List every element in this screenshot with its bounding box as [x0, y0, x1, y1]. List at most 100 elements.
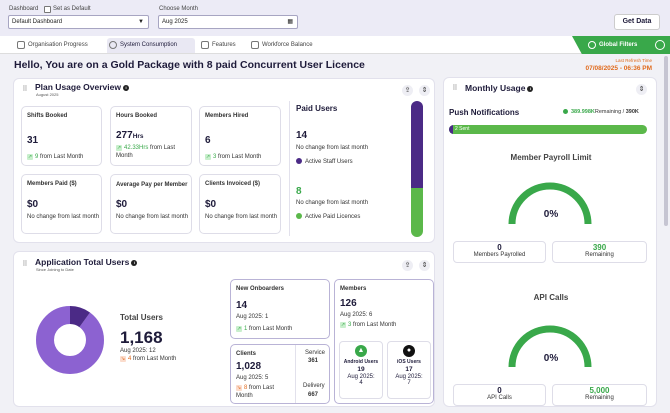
total-users-label: Total Users	[120, 313, 163, 322]
plan-usage-title: Plan Usage Overview i	[35, 82, 129, 92]
card-title: Clients Invoiced ($)	[205, 181, 261, 187]
card-title: Clients	[236, 351, 257, 357]
scrollbar[interactable]	[664, 56, 668, 226]
share-icon[interactable]: ⇪	[402, 260, 413, 271]
trend-down-icon: ↘	[120, 356, 126, 362]
collapse-icon[interactable]: ⇕	[419, 260, 430, 271]
bar-segment-licences	[411, 188, 423, 237]
app-users-panel: ⠿ Application Total Users i Since Joining…	[13, 251, 435, 407]
get-data-button[interactable]: Get Data	[614, 14, 660, 30]
api-right-label: Remaining	[585, 395, 614, 401]
bar-segment-staff	[411, 101, 423, 188]
dashboard-select[interactable]: Default Dashboard ▼	[8, 15, 149, 29]
stat-card-members-paid: Members Paid ($) $0 No change from last …	[21, 174, 102, 234]
card-title: Shifts Booked	[27, 113, 68, 119]
gauge-icon	[109, 41, 117, 49]
collapse-icon[interactable]: ⇕	[419, 85, 430, 96]
filter-bar: Dashboard Set as Default Default Dashboa…	[0, 0, 670, 36]
stat-card-shifts: Shifts Booked 31 ↗ 9 from Last Month	[21, 106, 102, 166]
ios-month-label: Aug 2025:	[395, 374, 423, 380]
drag-handle-icon[interactable]: ⠿	[452, 85, 458, 92]
gauge-arc	[508, 182, 592, 225]
card-change: ↗ 1 from Last Month	[236, 326, 293, 332]
global-filters-button[interactable]: Global Filters	[572, 36, 670, 54]
card-value: 277Hrs	[116, 130, 144, 141]
total-users-month: Aug 2025: 12	[120, 348, 156, 354]
drag-handle-icon[interactable]: ⠿	[22, 86, 28, 93]
month-picker[interactable]: Aug 2025 ▦	[158, 15, 298, 29]
card-change: ↗ 3 from Last Month	[205, 154, 262, 160]
payroll-gauge	[508, 182, 592, 225]
stat-card-hours: Hours Booked 277Hrs ↗ 42.33Hrs from Last …	[110, 106, 192, 166]
refresh-time: 07/08/2025 - 06:36 PM	[585, 65, 653, 72]
api-percent: 0%	[543, 353, 559, 364]
drag-handle-icon[interactable]: ⠿	[22, 261, 28, 268]
stat-card-clients-invoiced: Clients Invoiced ($) $0 No change from l…	[199, 174, 281, 234]
trend-up-icon: ↗	[27, 154, 33, 160]
push-progress-fill	[449, 125, 453, 134]
card-title: Members Hired	[205, 113, 249, 119]
clients-card: Clients 1,028 Aug 2025: 5 ↘ 8 from Last M…	[230, 344, 330, 404]
delivery-label: Delivery	[303, 383, 325, 389]
card-change: No change from last month	[205, 214, 278, 220]
donut-slice-other	[36, 306, 104, 374]
tab-features[interactable]: Features	[199, 38, 247, 53]
card-value: 1,028	[236, 361, 262, 372]
push-remaining: 389.998KRemaining / 390K	[563, 109, 639, 115]
share-icon[interactable]: ⇪	[402, 85, 413, 96]
android-icon: ▲	[355, 345, 367, 357]
calendar-icon[interactable]: ▦	[287, 19, 293, 25]
card-value: $0	[205, 199, 217, 210]
trend-up-icon: ↗	[236, 326, 242, 332]
paid-users-title: Paid Users	[296, 104, 338, 113]
trend-down-icon: ↘	[236, 385, 242, 391]
payroll-percent: 0%	[543, 209, 559, 220]
tab-system-consumption[interactable]: System Consumption	[107, 38, 195, 53]
delivery-value: 667	[308, 392, 319, 398]
api-calls-box: 0 API Calls	[453, 384, 546, 406]
api-remaining-box: 5,000 Remaining	[552, 384, 647, 406]
tab-label: Workforce Balance	[262, 42, 313, 48]
card-value: $0	[27, 199, 39, 210]
new-onboarders-card: New Onboarders 14 Aug 2025: 1 ↗ 1 from La…	[230, 279, 330, 339]
gauge-arc	[508, 325, 592, 368]
paid-users-bar	[411, 101, 423, 237]
divider	[295, 345, 296, 403]
card-title: New Onboarders	[236, 286, 285, 292]
legend-active-licences: Active Paid Licences	[296, 213, 360, 220]
android-month-label: Aug 2025:	[347, 374, 375, 380]
payroll-right-value: 390	[592, 243, 607, 252]
card-month: Aug 2025: 6	[340, 312, 373, 318]
push-title: Push Notifications	[449, 108, 520, 117]
members-payrolled-box: 0 Members Payrolled	[453, 241, 546, 263]
card-value: 14	[236, 300, 248, 311]
apple-icon: ●	[403, 345, 415, 357]
legend-dot	[296, 158, 302, 164]
ios-label: iOS Users	[397, 359, 421, 365]
global-filters-label: Global Filters	[599, 42, 638, 48]
card-title: Members Paid ($)	[27, 181, 77, 187]
divider	[289, 101, 290, 236]
push-sent-label: 2 Sent	[455, 126, 470, 132]
card-value: $0	[116, 199, 128, 210]
monthly-usage-panel: ⠿ Monthly Usage i ⇕ Push Notifications 38…	[443, 77, 657, 407]
stat-card-average-pay: Average Pay per Member $0 No change from…	[110, 174, 192, 234]
dashboard-label: Dashboard	[9, 6, 39, 12]
api-right-value: 5,000	[589, 386, 610, 395]
payroll-left-value: 0	[497, 243, 502, 252]
progress-icon	[17, 41, 25, 49]
set-default-checkbox[interactable]	[44, 6, 51, 13]
settings-icon[interactable]	[655, 40, 665, 50]
app-users-title: Application Total Users i	[35, 257, 138, 267]
trend-up-icon: ↗	[116, 145, 122, 151]
tab-organisation-progress[interactable]: Organisation Progress	[15, 38, 103, 53]
service-label: Service	[305, 350, 326, 356]
collapse-icon[interactable]: ⇕	[636, 84, 647, 95]
app-users-subtitle: Since Joining to Date	[36, 267, 74, 272]
android-month-value: 4	[359, 380, 363, 386]
dashboard-select-value: Default Dashboard	[12, 19, 63, 25]
ios-month-value: 7	[407, 380, 411, 386]
active-licence-value: 8	[296, 186, 302, 197]
payroll-title: Member Payroll Limit	[510, 153, 592, 162]
tab-workforce-balance[interactable]: Workforce Balance	[249, 38, 329, 53]
